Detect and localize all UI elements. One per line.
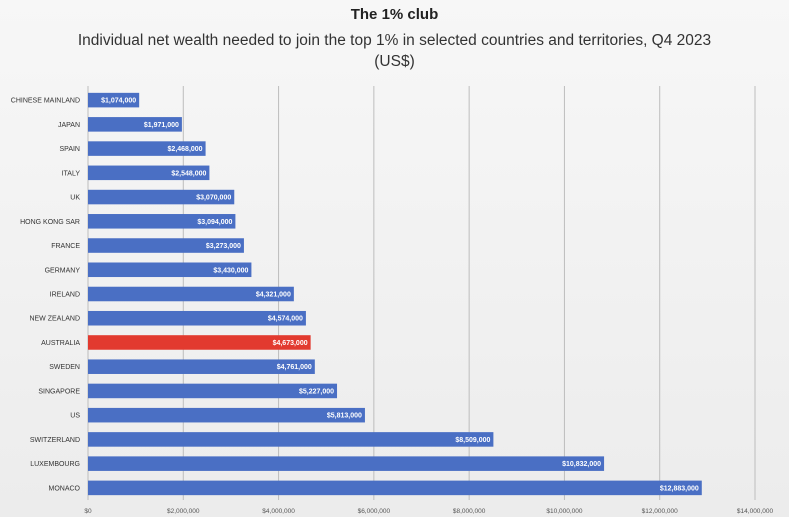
chart-subtitle: Individual net wealth needed to join the… (77, 32, 712, 70)
bar-value-label: $3,273,000 (206, 243, 241, 250)
bar-germany (88, 262, 252, 278)
category-label: GERMANY (45, 267, 81, 274)
bar-monaco (88, 480, 702, 496)
category-label: SWEDEN (49, 364, 80, 371)
bar-luxembourg (88, 456, 605, 471)
bar-value-label: $10,832,000 (562, 461, 601, 468)
x-tick-label: $4,000,000 (262, 508, 295, 515)
category-label: IRELAND (50, 292, 80, 299)
category-label: CHINESE MAINLAND (11, 98, 80, 105)
bar-value-label: $5,227,000 (299, 388, 334, 395)
bar-ireland (88, 286, 294, 302)
bar-value-label: $2,548,000 (171, 170, 206, 177)
bar-value-label: $2,468,000 (168, 146, 203, 153)
category-label: SINGAPORE (38, 388, 80, 395)
bar-value-label: $5,813,000 (327, 413, 362, 420)
bar-value-label: $4,673,000 (273, 340, 308, 347)
bar-switzerland (88, 432, 494, 447)
x-tick-label: $10,000,000 (546, 508, 583, 515)
bar-singapore (88, 383, 338, 399)
bar-value-label: $12,883,000 (660, 485, 699, 492)
bar-value-label: $4,574,000 (268, 316, 303, 323)
bar-uk (88, 189, 235, 205)
bar-value-label: $3,094,000 (197, 219, 232, 226)
bar-value-label: $3,070,000 (196, 195, 231, 202)
bar-value-label: $3,430,000 (213, 267, 248, 274)
category-label: SWITZERLAND (30, 437, 80, 444)
category-label: JAPAN (58, 122, 80, 129)
category-label: NEW ZEALAND (29, 316, 80, 323)
category-label: ITALY (62, 170, 81, 177)
category-label: MONACO (49, 485, 81, 492)
category-label: UK (70, 195, 80, 202)
x-tick-label: $2,000,000 (167, 508, 200, 515)
bar-value-label: $8,509,000 (455, 437, 490, 444)
category-label: SPAIN (60, 146, 81, 153)
x-tick-label: $12,000,000 (642, 508, 679, 515)
category-label: HONG KONG SAR (20, 219, 80, 226)
category-label: LUXEMBOURG (30, 461, 80, 468)
bar-australia (88, 335, 311, 350)
x-tick-label: $0 (84, 508, 92, 515)
bar-value-label: $1,971,000 (144, 122, 179, 129)
chart-title: The 1% club (350, 6, 439, 23)
bar-chinese-mainland (88, 92, 140, 108)
category-label: FRANCE (51, 243, 80, 250)
bar-us (88, 407, 365, 423)
bar-hong-kong-sar (88, 214, 236, 229)
x-tick-label: $6,000,000 (358, 508, 391, 515)
bar-spain (88, 141, 206, 156)
bar-france (88, 238, 244, 253)
x-tick-label: $14,000,000 (737, 508, 774, 515)
bar-value-label: $4,761,000 (277, 364, 312, 371)
bar-sweden (88, 359, 315, 374)
bar-japan (88, 117, 182, 132)
bar-value-label: $1,074,000 (101, 98, 136, 105)
bar-italy (88, 165, 210, 181)
category-label: US (70, 413, 80, 420)
category-label: AUSTRALIA (41, 340, 80, 347)
bar-value-label: $4,321,000 (256, 292, 291, 299)
bar-new-zealand (88, 310, 306, 326)
x-tick-label: $8,000,000 (453, 508, 486, 515)
